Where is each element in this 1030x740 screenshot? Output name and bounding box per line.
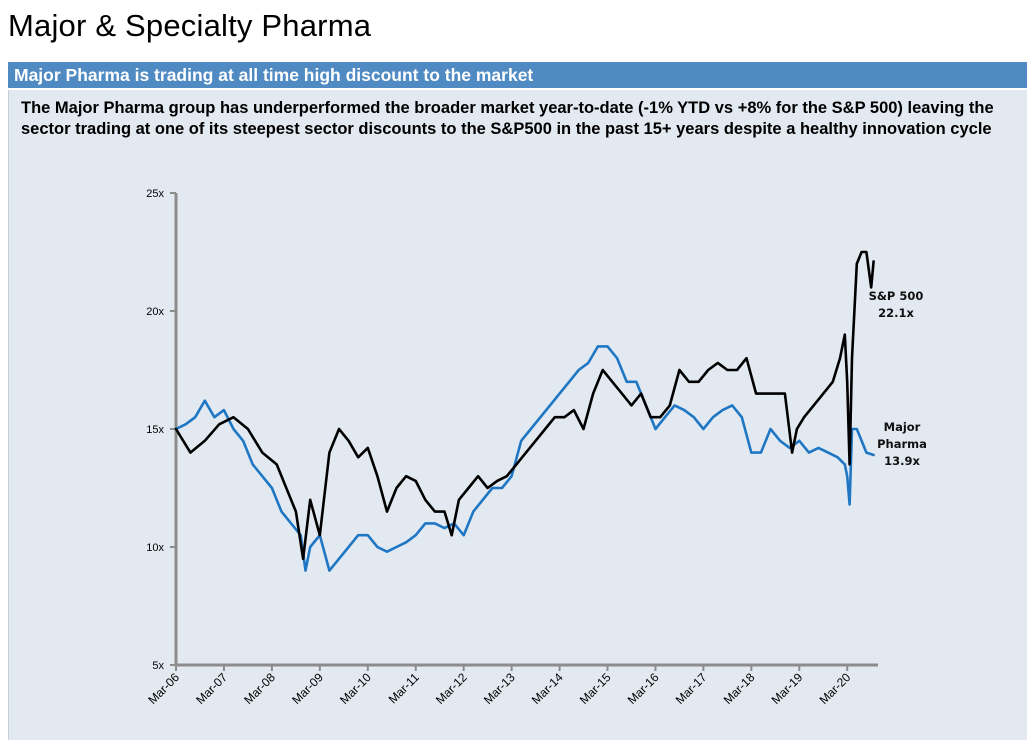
x-tick-label: Mar-06	[145, 670, 182, 707]
x-tick-label: Mar-16	[625, 670, 662, 707]
major-pharma-line	[174, 345, 875, 572]
chart-panel: The Major Pharma group has underperforme…	[8, 90, 1027, 740]
y-tick-label: 15x	[146, 424, 164, 436]
x-tick-label: Mar-14	[529, 670, 566, 707]
section-banner: Major Pharma is trading at all time high…	[8, 62, 1027, 88]
description-text: The Major Pharma group has underperforme…	[21, 99, 994, 138]
y-tick-label: 20x	[146, 306, 164, 318]
sp500-line	[174, 250, 875, 561]
x-tick-label: Mar-19	[769, 670, 806, 707]
y-tick-label: 5x	[152, 660, 164, 672]
sp500-series-label: S&P 500	[869, 289, 924, 303]
y-tick-label: 25x	[146, 188, 164, 200]
y-tick-label: 10x	[146, 542, 164, 554]
x-tick-label: Mar-11	[386, 670, 422, 706]
major-pharma-series-label: Major	[884, 420, 921, 434]
x-tick-label: Mar-13	[481, 670, 518, 707]
sp500-series-label: 22.1x	[878, 306, 914, 320]
major-pharma-series-label: Pharma	[877, 437, 927, 451]
x-tick-label: Mar-09	[289, 670, 326, 707]
x-tick-label: Mar-07	[193, 670, 230, 707]
x-tick-label: Mar-18	[721, 670, 758, 707]
x-tick-label: Mar-10	[337, 670, 374, 707]
x-tick-label: Mar-20	[817, 670, 854, 707]
major-pharma-series-label: 13.9x	[884, 454, 920, 468]
x-tick-label: Mar-15	[577, 670, 614, 707]
x-tick-label: Mar-12	[433, 670, 470, 707]
x-tick-label: Mar-17	[673, 670, 710, 707]
x-tick-label: Mar-08	[241, 670, 278, 707]
page-title: Major & Specialty Pharma	[8, 8, 372, 43]
